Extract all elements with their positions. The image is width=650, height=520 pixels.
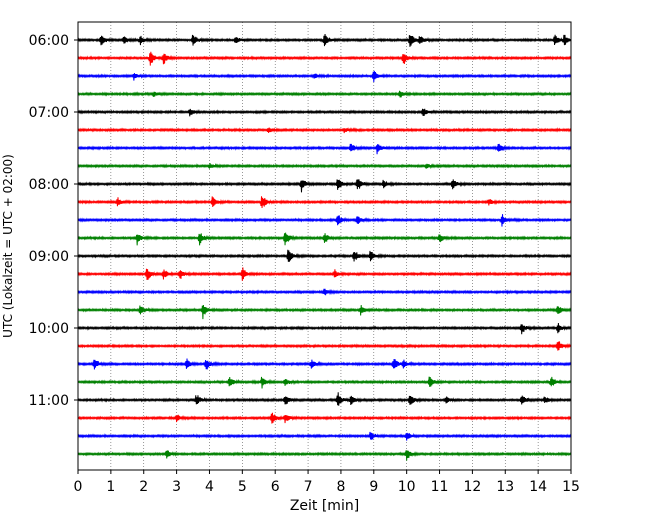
x-tick-label: 14 bbox=[529, 479, 547, 495]
trace-0915 bbox=[77, 267, 572, 281]
trace-0630 bbox=[77, 70, 572, 83]
trace-1145 bbox=[77, 450, 572, 461]
x-tick-label: 12 bbox=[463, 479, 481, 495]
trace-1130 bbox=[77, 431, 572, 441]
x-tick-label: 2 bbox=[139, 479, 148, 495]
x-tick-label: 13 bbox=[496, 479, 514, 495]
trace-0645 bbox=[77, 90, 572, 98]
trace-1100 bbox=[77, 392, 572, 406]
x-axis-title: Zeit [min] bbox=[290, 498, 359, 514]
y-tick-label: 11:00 bbox=[29, 393, 69, 409]
y-tick-label: 10:00 bbox=[29, 321, 69, 337]
x-tick-label: 5 bbox=[238, 479, 247, 495]
plot-frame bbox=[77, 21, 572, 471]
y-axis-title: UTC (Lokalzeit = UTC + 02:00) bbox=[1, 154, 15, 338]
x-tick-label: 1 bbox=[106, 479, 115, 495]
trace-0730 bbox=[77, 143, 572, 155]
x-axis: 0 1 2 3 4 5 6 7 8 9 10 11 12 13 14 15 bbox=[74, 470, 580, 495]
x-tick-label: 0 bbox=[74, 479, 83, 495]
y-tick-label: 09:00 bbox=[29, 249, 69, 265]
x-tick-label: 4 bbox=[205, 479, 214, 495]
trace-0830 bbox=[77, 214, 572, 227]
y-tick-label: 08:00 bbox=[29, 177, 69, 193]
x-tick-label: 9 bbox=[369, 479, 378, 495]
x-tick-label: 10 bbox=[398, 479, 416, 495]
y-axis: 06:00 07:00 08:00 09:00 10:00 11:00 bbox=[29, 33, 78, 409]
trace-1000 bbox=[77, 323, 572, 335]
trace-1045 bbox=[77, 376, 572, 389]
trace-0745 bbox=[77, 162, 572, 170]
y-tick-label: 07:00 bbox=[29, 105, 69, 121]
trace-1030 bbox=[77, 358, 572, 370]
trace-0715 bbox=[77, 127, 572, 134]
trace-0900 bbox=[77, 249, 572, 262]
x-tick-label: 3 bbox=[172, 479, 181, 495]
trace-0930 bbox=[77, 288, 572, 296]
vertical-grid bbox=[110, 22, 539, 470]
trace-0845 bbox=[77, 232, 572, 246]
x-tick-label: 11 bbox=[431, 479, 449, 495]
y-tick-label: 06:00 bbox=[29, 33, 69, 49]
trace-group bbox=[77, 33, 572, 461]
x-tick-label: 7 bbox=[304, 479, 313, 495]
trace-0945 bbox=[77, 304, 572, 320]
x-tick-label: 8 bbox=[336, 479, 345, 495]
trace-0815 bbox=[77, 196, 572, 209]
trace-1115 bbox=[77, 412, 572, 424]
trace-0700 bbox=[77, 108, 572, 117]
trace-0800 bbox=[77, 179, 572, 193]
trace-0600 bbox=[77, 33, 572, 47]
trace-0615 bbox=[77, 51, 572, 66]
trace-1015 bbox=[77, 341, 572, 351]
x-tick-label: 15 bbox=[562, 479, 580, 495]
x-tick-label: 6 bbox=[271, 479, 280, 495]
